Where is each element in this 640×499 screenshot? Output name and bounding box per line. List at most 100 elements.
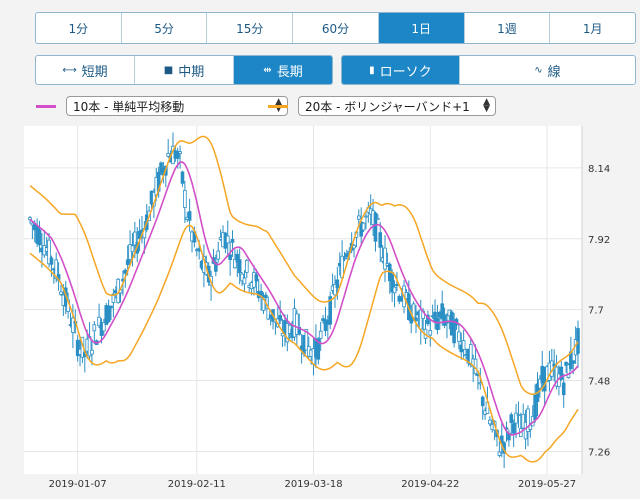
candle-body [233,258,237,269]
candle-body [278,315,282,321]
candle-body [175,151,180,159]
candle-body [216,250,221,260]
candle-body [499,435,504,444]
candle-body [166,153,170,157]
candle-body [109,305,113,309]
period-button[interactable]: 1週 [465,13,551,43]
candle-body [488,419,492,425]
candle-body [378,232,383,248]
period-button[interactable]: 15分 [207,13,294,43]
candle-body [383,247,387,270]
x-tick-label: 2019-04-22 [401,479,459,490]
candle-body [159,162,163,173]
long-range-icon: ⇹ [263,64,272,76]
candle-body [566,364,571,379]
candle-body [461,340,466,350]
price-chart-svg: 8.14 7.92 7.7 7.48 7.26 2019-01-07 2019-02-11 2… [24,126,610,490]
candle-body [75,339,80,357]
ranges-label: 短期 [81,64,108,80]
candle-body [254,274,259,282]
candle-body [318,330,323,339]
ranges-button[interactable]: ⟷ 短期 [36,56,135,84]
y-tick-label: 7.48 [588,377,610,388]
candle-body [457,331,461,342]
bb-upper-line [29,135,579,395]
price-chart[interactable]: 8.14 7.92 7.7 7.48 7.26 2019-01-07 2019-02-11 2… [24,126,636,499]
candle-body [352,244,356,249]
bb-indicator-row: 20本 - ボリンジャーバンド+1 ▲ ▼ [268,96,496,116]
period-button[interactable]: 5分 [122,13,208,43]
period-button[interactable]: 1日 [378,13,465,43]
period-button[interactable]: 1分 [36,13,122,43]
candle-body [106,305,111,323]
candle-body [30,222,35,226]
ma-indicator-select[interactable]: 10本 - 単純平均移動 ▲ ▼ [66,96,288,116]
candle-body [392,286,397,294]
ranges-button[interactable]: ⇹ 長期 [234,56,332,84]
candle-body [225,235,230,244]
candle-body [333,284,337,296]
candle-body [180,171,185,184]
candle-body [97,316,101,327]
chart_types-button[interactable]: ▮ ローソク [342,56,460,84]
candle-body [187,211,192,221]
bb-indicator-label: 20本 - ボリンジャーバンド+1 [305,99,470,114]
candle-body [511,423,516,434]
candle-body [526,408,530,432]
candle-body [514,412,518,424]
candle-body [102,322,106,332]
candle-body [183,189,187,208]
chart_types-label: ローソク [379,64,432,80]
chart_types-button[interactable]: ∿ 線 [460,56,635,84]
y-tick-label: 7.26 [588,447,610,458]
chart-type-selector: ▮ ローソク ∿ 線 [341,55,636,85]
candle-body [316,338,321,360]
range-selector: ⟷ 短期 ■ 中期 ⇹ 長期 [35,55,333,85]
plot-area [24,126,582,474]
short-range-icon: ⟷ [62,64,77,76]
candle-body [538,378,542,389]
candle-body [133,231,137,246]
ranges-button[interactable]: ■ 中期 [135,56,234,84]
bb-color-swatch [268,104,288,108]
candle-body [442,314,447,326]
candle-body [92,324,97,332]
candle-body [228,254,232,261]
candle-body [71,317,75,333]
candle-body [376,217,380,220]
candle-body [214,262,218,272]
x-tick-label: 2019-03-18 [284,479,342,490]
period-selector: 1分 5分 15分 60分 1日 1週 1月 [35,12,636,44]
candle-body [361,222,366,231]
line-chart-icon: ∿ [534,64,543,76]
x-tick-label: 2019-01-07 [49,479,107,490]
candle-body [576,328,580,354]
candle-body [452,320,456,344]
candle-body [230,239,235,243]
candle-body [440,303,444,320]
candle-body [59,291,63,295]
candle-body [335,279,340,289]
candle-body [125,259,130,265]
candle-body [47,239,51,265]
bb-lower-line [29,224,579,463]
candlestick-icon: ▮ [369,64,375,76]
ranges-label: 中期 [178,64,205,80]
candle-body [245,259,249,273]
ma-color-swatch [36,104,56,108]
y-tick-label: 8.14 [588,164,610,175]
candle-body [54,259,59,279]
candle-body [297,326,302,335]
y-tick-label: 7.7 [588,306,604,317]
candle-body [178,151,182,154]
period-button[interactable]: 60分 [293,13,379,43]
candle-body [237,259,242,274]
candle-body [345,253,349,258]
x-tick-label: 2019-02-11 [168,479,226,490]
candle-body [516,413,521,416]
period-button[interactable]: 1月 [582,21,603,36]
candle-body [435,318,440,330]
candle-body [328,296,333,325]
bb-indicator-select[interactable]: 20本 - ボリンジャーバンド+1 ▲ ▼ [298,96,496,116]
candle-body [235,253,240,263]
